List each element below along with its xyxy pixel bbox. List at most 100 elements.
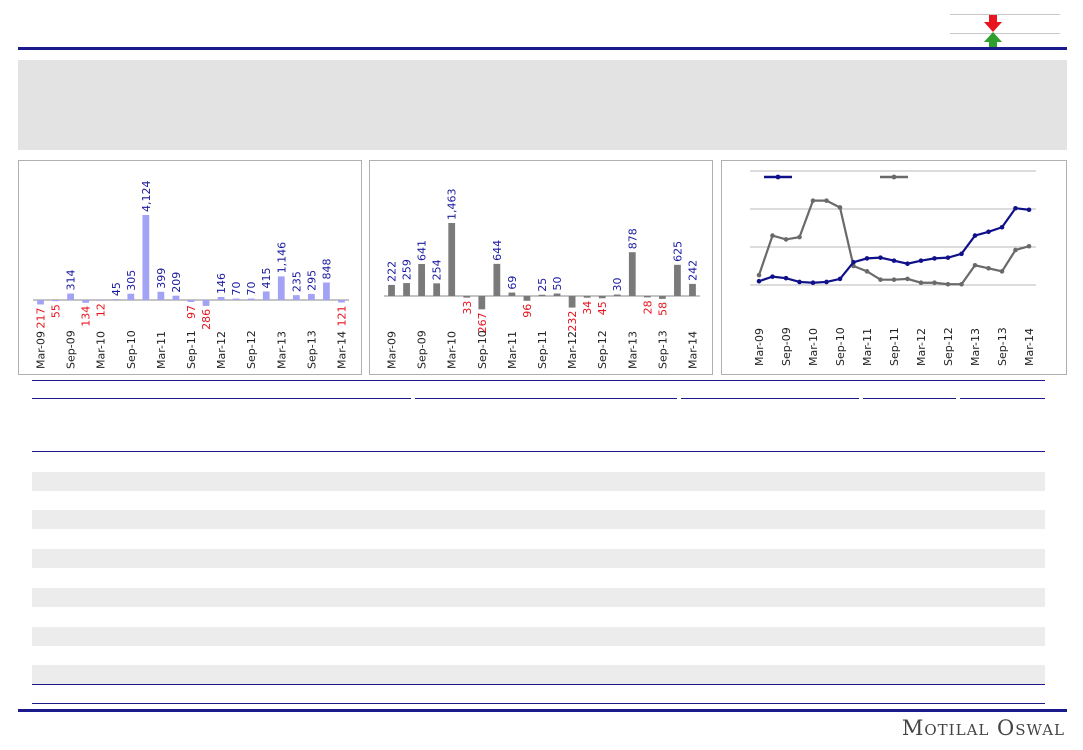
bar (388, 284, 395, 296)
legend-marker-1 (775, 174, 781, 180)
x-tick-label: Sep-09 (780, 327, 793, 366)
bar (172, 295, 180, 300)
data-label: 28 (641, 300, 654, 314)
data-label: 50 (551, 277, 564, 291)
chart-panel-2: 222 259 641 254 1,463 33 267 644 69 96 25 50 232 34 45… (369, 160, 713, 375)
table-row (32, 588, 1045, 607)
x-tick-label: Mar-12 (215, 331, 228, 369)
summary-banner (18, 60, 1067, 150)
x-tick-label: Sep-11 (888, 327, 901, 366)
bar (418, 264, 426, 296)
data-label: 259 (401, 259, 414, 280)
data-label: 209 (170, 272, 183, 293)
table-group-rule-3 (681, 398, 859, 399)
x-tick-label: Sep-12 (942, 327, 955, 366)
table-row (32, 627, 1045, 646)
bar (478, 296, 486, 310)
chart-panel-3: Mar-09 Sep-09 Mar-10 Sep-10 Mar-11 Sep-11 Mar-… (721, 160, 1067, 375)
bar (307, 293, 315, 300)
bar (142, 215, 150, 300)
x-tick-label: Mar-13 (969, 328, 982, 366)
bar (67, 293, 75, 300)
bar (232, 298, 240, 300)
x-tick-label: Mar-14 (1023, 328, 1036, 366)
series-point (905, 276, 910, 282)
series-point (864, 256, 870, 261)
bar (508, 292, 516, 296)
series-point (810, 280, 816, 286)
series-point (972, 262, 978, 268)
data-label: 878 (626, 228, 639, 249)
data-label: 34 (581, 301, 594, 315)
x-tick-label: Sep-10 (476, 330, 489, 369)
series-point (797, 279, 802, 285)
data-label: 232 (566, 311, 579, 332)
bar (82, 300, 90, 303)
table-top-rule (32, 380, 1045, 381)
bar (277, 276, 285, 300)
x-tick-label: Sep-10 (834, 327, 847, 366)
x-tick-label: Mar-14 (686, 331, 699, 369)
chart-panel-1: 217 55 314 134 12 45 305 4,124 399 209 97 286 146 70 7… (18, 160, 362, 375)
series-point (986, 265, 991, 271)
data-label: 33 (461, 301, 474, 315)
data-label: 96 (521, 304, 534, 318)
series-point (837, 205, 843, 210)
series-point (1013, 205, 1018, 211)
series-point (878, 255, 883, 260)
bar (553, 293, 561, 296)
series-point (945, 281, 951, 287)
x-tick-label: Mar-11 (155, 331, 168, 369)
data-label: 641 (416, 240, 429, 261)
series-point (1026, 243, 1032, 249)
x-tick-label: Mar-09 (35, 331, 48, 369)
line-chart-3: Mar-09 Sep-09 Mar-10 Sep-10 Mar-11 Sep-11 Mar-… (750, 170, 1036, 366)
x-tick-label: Mar-13 (275, 331, 288, 369)
data-label: 235 (290, 271, 303, 292)
bar (538, 294, 546, 296)
x-tick-label: Mar-09 (386, 331, 399, 369)
x-tick-label: Sep-13 (656, 330, 669, 369)
bar (157, 291, 165, 300)
series-point (824, 279, 829, 285)
bar (613, 294, 621, 296)
data-label: 69 (506, 276, 519, 290)
bar (523, 296, 531, 301)
series-point (905, 261, 910, 267)
data-label: 97 (185, 305, 198, 319)
series-point (783, 275, 789, 281)
series-point (770, 274, 775, 279)
series-point (891, 258, 897, 263)
series-point (999, 224, 1005, 230)
data-label: 644 (491, 240, 504, 261)
series-point (824, 198, 829, 203)
series-point (918, 258, 924, 263)
data-label: 30 (611, 278, 624, 292)
bar (448, 223, 456, 296)
data-label: 70 (230, 282, 243, 296)
bar (643, 296, 651, 298)
data-label: 254 (431, 259, 444, 280)
series-line (757, 199, 1030, 286)
x-tick-label: Sep-09 (416, 330, 429, 369)
table-row (32, 472, 1045, 491)
x-tick-label: Sep-11 (536, 330, 549, 369)
header-rule (18, 47, 1067, 50)
data-label: 134 (80, 306, 93, 327)
data-label: 70 (245, 282, 258, 296)
legend-marker-2 (891, 174, 897, 180)
x-tick-label: Sep-10 (125, 330, 138, 369)
series-point (783, 237, 789, 242)
x-tick-label: Mar-09 (753, 328, 766, 366)
series-point (1013, 247, 1018, 253)
legend-divider-top (950, 14, 1060, 15)
bar (323, 282, 330, 300)
bar (112, 299, 120, 300)
bar (217, 296, 225, 300)
x-tick-label: Sep-13 (305, 330, 318, 369)
data-label: 415 (260, 267, 273, 288)
bar (247, 298, 255, 300)
x-tick-label: Sep-09 (65, 330, 78, 369)
table-group-rule-4 (863, 398, 956, 399)
